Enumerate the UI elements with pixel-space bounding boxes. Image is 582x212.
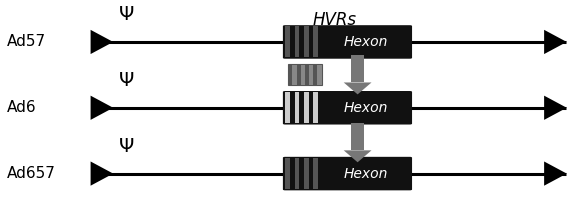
Text: Ad6: Ad6 [7,100,37,115]
FancyBboxPatch shape [283,91,412,124]
Bar [305,65,309,85]
Bar [318,26,322,57]
Bar [313,92,318,123]
Bar [290,26,294,57]
Bar [290,92,294,123]
Bar [308,158,313,189]
Polygon shape [544,162,567,186]
Bar [285,158,290,189]
Polygon shape [91,162,113,186]
Polygon shape [544,96,567,120]
Bar [299,92,304,123]
Text: Hexon: Hexon [344,101,388,115]
Text: $\Psi$: $\Psi$ [118,6,134,24]
Bar [285,92,290,123]
Text: Ad657: Ad657 [7,166,56,181]
Bar [313,158,318,189]
Bar [290,158,294,189]
Bar [301,65,305,85]
Bar [294,92,299,123]
Polygon shape [91,96,113,120]
Text: HVRs: HVRs [313,11,356,29]
Text: $\Psi$: $\Psi$ [118,71,134,90]
Bar [304,158,308,189]
FancyBboxPatch shape [283,157,412,190]
Bar [308,92,313,123]
Bar [304,92,308,123]
Bar [318,158,322,189]
Bar [296,65,301,85]
Bar [299,158,304,189]
Text: Hexon: Hexon [344,167,388,181]
Bar [352,123,364,150]
Text: Ad57: Ad57 [7,34,47,49]
Text: $\Psi$: $\Psi$ [118,137,134,156]
Bar [299,26,304,57]
FancyBboxPatch shape [288,64,322,85]
Bar [309,65,313,85]
Bar [304,26,308,57]
Bar [285,26,290,57]
Bar [292,65,296,85]
Polygon shape [344,150,371,162]
Text: Hexon: Hexon [344,35,388,49]
Bar [294,26,299,57]
Polygon shape [344,82,371,94]
Bar [318,92,322,123]
Polygon shape [544,30,567,54]
FancyBboxPatch shape [283,25,412,59]
Polygon shape [91,30,113,54]
Bar [308,26,313,57]
Bar [352,55,364,82]
Bar [294,158,299,189]
Bar [313,26,318,57]
Bar [318,65,322,85]
Bar [313,65,318,85]
Bar [288,65,292,85]
